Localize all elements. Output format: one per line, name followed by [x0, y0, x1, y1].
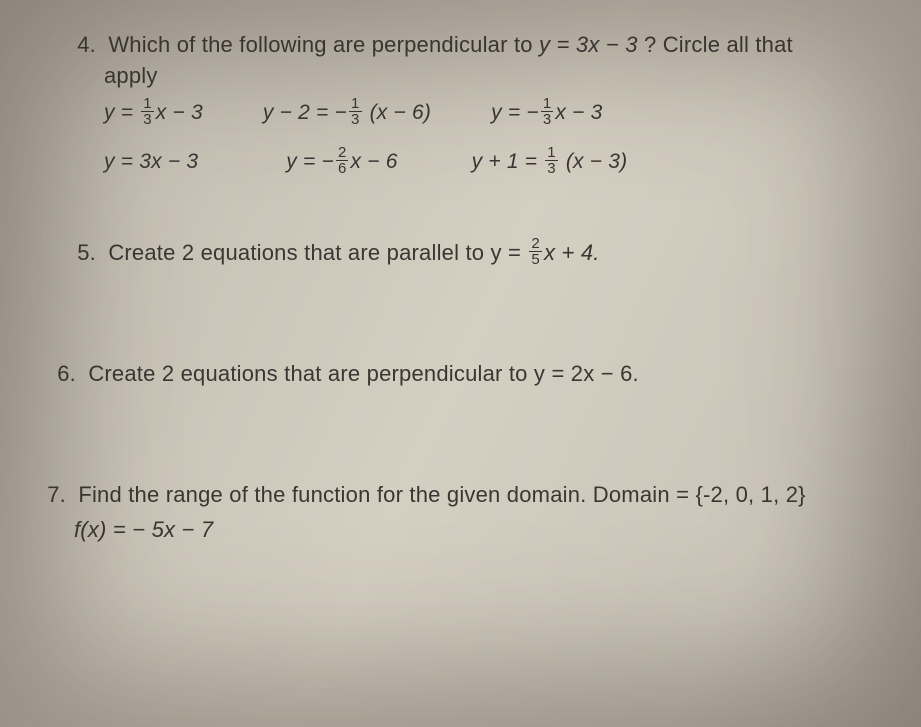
opt-f-lhs: y + 1 = [472, 150, 544, 173]
q7-fx-rhs: − 5x − 7 [132, 517, 213, 542]
worksheet-page: 4. Which of the following are perpendicu… [0, 0, 921, 611]
opt-c-lhs: y = − [491, 101, 539, 124]
q4-text-1-end: ? Circle all that [644, 32, 793, 57]
q6-text: Create 2 equations that are perpendicula… [88, 361, 639, 386]
opt-e-frac: 26 [336, 145, 349, 176]
opt-f-rhs: (x − 3) [560, 150, 628, 173]
q6-number: 6. [50, 359, 76, 390]
opt-c-rhs: x − 3 [555, 101, 602, 124]
opt-a-rhs: x − 3 [156, 101, 203, 124]
q4-eq: y = 3x − 3 [539, 32, 638, 57]
opt-c-frac: 13 [541, 96, 554, 127]
q4-option-b: y − 2 = −13 (x − 6) [263, 98, 431, 129]
q4-prompt-line2: apply [104, 61, 871, 92]
q4-text-1: Which of the following are perpendicular… [108, 32, 539, 57]
q7-prompt: 7. Find the range of the function for th… [40, 480, 871, 511]
opt-a-frac: 13 [141, 96, 154, 127]
opt-a-lhs: y = [104, 101, 139, 124]
opt-b-frac: 13 [349, 96, 362, 127]
opt-b-rhs: (x − 6) [364, 101, 432, 124]
q4-prompt: 4. Which of the following are perpendicu… [70, 30, 871, 61]
question-4: 4. Which of the following are perpendicu… [70, 30, 871, 178]
q7-text: Find the range of the function for the g… [78, 482, 805, 507]
q7-number: 7. [40, 480, 66, 511]
q4-options-row1: y = 13x − 3 y − 2 = −13 (x − 6) y = −13x… [104, 98, 871, 129]
q4-option-d: y = 3x − 3 [104, 147, 198, 178]
opt-f-frac: 13 [545, 145, 558, 176]
q4-option-f: y + 1 = 13 (x − 3) [472, 147, 628, 178]
q5-text-post: x + 4. [544, 240, 600, 265]
q5-number: 5. [70, 238, 96, 269]
q4-option-c: y = −13x − 3 [491, 98, 602, 129]
opt-e-rhs: x − 6 [350, 150, 397, 173]
opt-b-lhs: y − 2 = − [263, 101, 347, 124]
question-7: 7. Find the range of the function for th… [40, 480, 871, 546]
q7-function: f(x) = − 5x − 7 [74, 515, 871, 546]
opt-e-lhs: y = − [286, 150, 334, 173]
q7-fx-lhs: f(x) = [74, 517, 132, 542]
q4-option-e: y = −26x − 6 [286, 147, 397, 178]
q4-number: 4. [70, 30, 96, 61]
q4-option-a: y = 13x − 3 [104, 98, 203, 129]
question-5: 5. Create 2 equations that are parallel … [70, 238, 871, 270]
q5-text-pre: Create 2 equations that are parallel to … [108, 240, 527, 265]
q4-options-row2: y = 3x − 3 y = −26x − 6 y + 1 = 13 (x − … [104, 147, 871, 178]
question-6: 6. Create 2 equations that are perpendic… [50, 359, 871, 390]
q5-frac: 25 [529, 236, 542, 267]
